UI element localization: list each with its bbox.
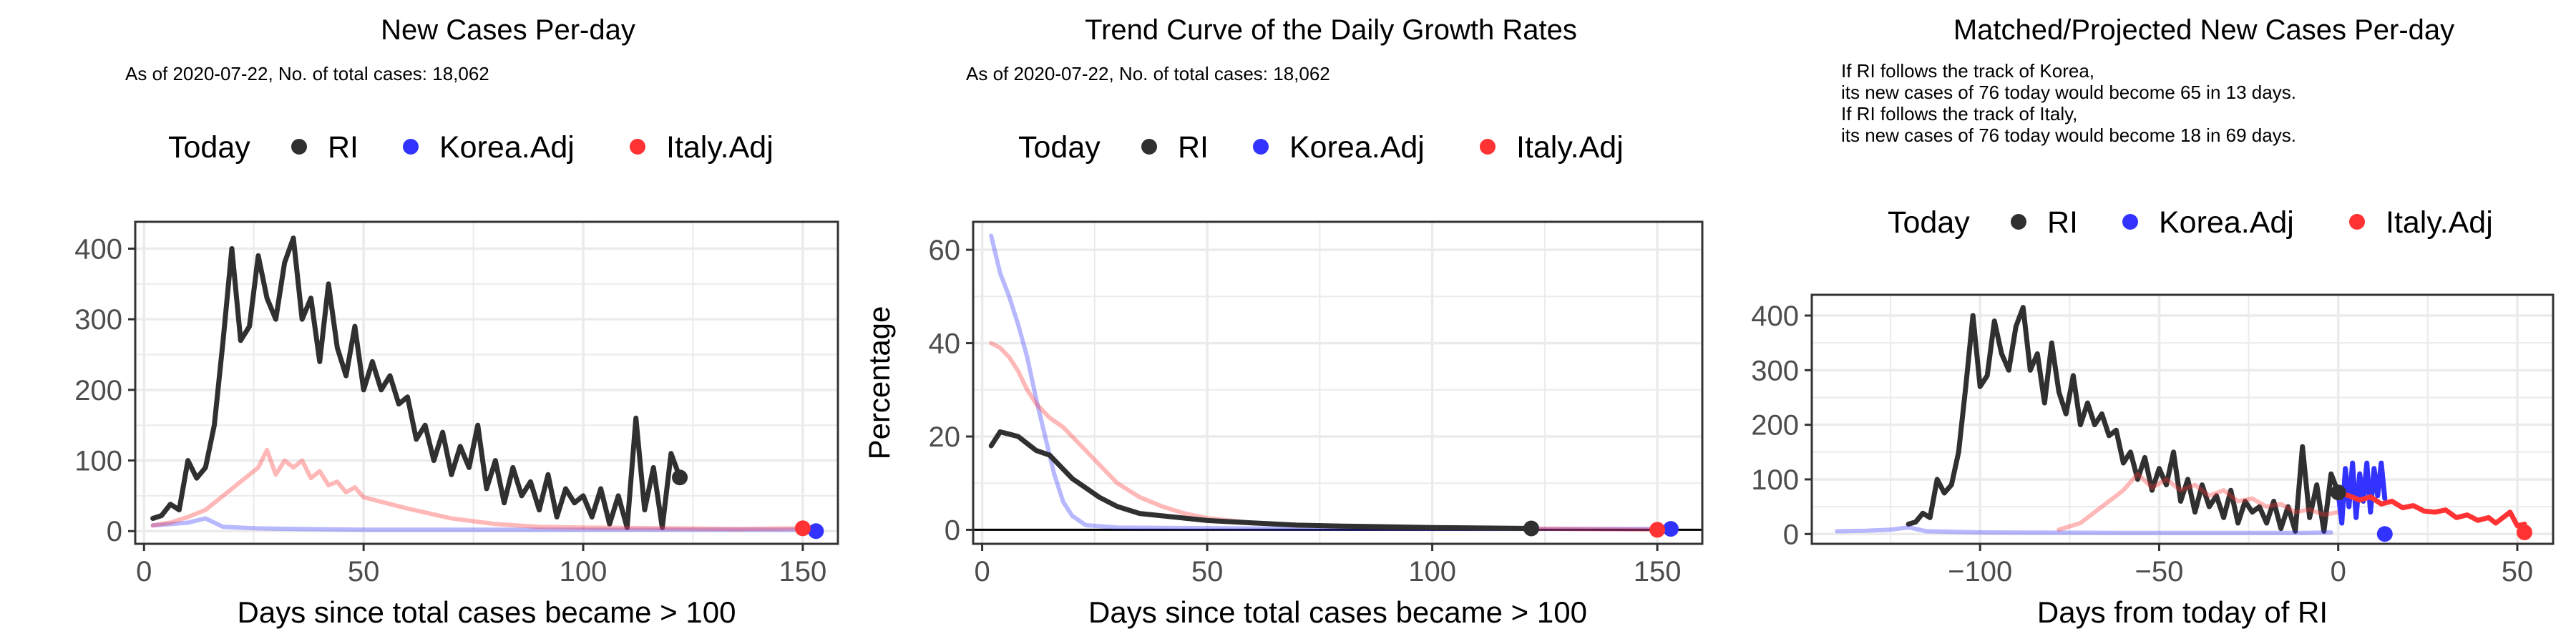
panel-2: Trend Curve of the Daily Growth Rates As … bbox=[862, 14, 1704, 629]
legend-dot-italy-adj bbox=[2349, 214, 2365, 230]
legend-label-ri: RI bbox=[2047, 205, 2078, 240]
series-line-korea-projected bbox=[2336, 460, 2388, 526]
plot-frame bbox=[134, 220, 839, 545]
y-tick-label: 0 bbox=[1783, 519, 1799, 550]
series-line-italy-adj bbox=[150, 447, 805, 532]
legend-dot-korea-adj bbox=[2122, 214, 2138, 230]
axis-ticks: 0 50 100 150 0 20 40 60 bbox=[929, 235, 1682, 587]
legend-dot-italy-adj bbox=[630, 139, 645, 155]
legend: Today RI Korea.Adj Italy.Adj bbox=[1888, 205, 2493, 240]
chart-subtitle: If RI follows the track of Italy, bbox=[1841, 103, 2077, 125]
legend-label-korea-adj: Korea.Adj bbox=[1289, 130, 1425, 165]
y-tick-label: 300 bbox=[1751, 355, 1799, 386]
today-point-korea-adj bbox=[1662, 521, 1679, 537]
series-line-ri bbox=[150, 235, 683, 530]
chart-subtitle: If RI follows the track of Korea, bbox=[1841, 60, 2094, 82]
series-line-korea-adj bbox=[1835, 525, 2333, 535]
today-point-italy-adj bbox=[1649, 522, 1666, 538]
panel-3: Matched/Projected New Cases Per-day If RI… bbox=[1751, 14, 2555, 629]
legend-dot-ri bbox=[2011, 214, 2026, 230]
legend-dot-ri bbox=[1141, 139, 1157, 155]
y-tick-label: 100 bbox=[74, 446, 122, 477]
today-point-italy-adj bbox=[2516, 524, 2532, 540]
grid bbox=[973, 222, 1702, 544]
chart-subtitle: As of 2020-07-22, No. of total cases: 18… bbox=[966, 63, 1330, 84]
x-tick-label: 150 bbox=[779, 556, 827, 587]
x-tick-label: 50 bbox=[348, 556, 380, 587]
x-tick-label: 0 bbox=[974, 556, 990, 587]
legend-label-korea-adj: Korea.Adj bbox=[439, 130, 575, 165]
legend-label-korea-adj: Korea.Adj bbox=[2159, 205, 2294, 240]
today-point-italy-adj bbox=[794, 520, 811, 537]
today-point-ri bbox=[1523, 520, 1539, 537]
legend: Today RI Korea.Adj Italy.Adj bbox=[168, 130, 774, 165]
legend-label-italy-adj: Italy.Adj bbox=[2386, 205, 2493, 240]
y-tick-label: 0 bbox=[945, 514, 960, 546]
axis-ticks: 0 50 100 150 0 100 200 300 400 bbox=[74, 234, 826, 588]
series bbox=[988, 233, 1673, 532]
x-tick-label: 150 bbox=[1634, 556, 1682, 587]
today-point-korea-adj bbox=[808, 523, 824, 540]
legend-dot-italy-adj bbox=[1480, 139, 1496, 155]
legend-title: Today bbox=[168, 130, 250, 165]
legend-dot-ri bbox=[291, 139, 307, 155]
grid bbox=[1812, 295, 2553, 544]
legend-label-italy-adj: Italy.Adj bbox=[1516, 130, 1624, 165]
axis-ticks: −100 −50 0 50 0 100 200 300 400 bbox=[1751, 301, 2533, 587]
panel-1: New Cases Per-day As of 2020-07-22, No. o… bbox=[74, 14, 839, 629]
legend-title: Today bbox=[1888, 205, 1970, 240]
legend-dot-korea-adj bbox=[403, 139, 419, 155]
plot-frame bbox=[972, 220, 1704, 545]
chart-title: Trend Curve of the Daily Growth Rates bbox=[1085, 14, 1577, 46]
series-line-italy-adj bbox=[2057, 472, 2341, 532]
y-axis-label: Percentage bbox=[862, 306, 896, 460]
y-tick-label: 400 bbox=[74, 234, 122, 265]
y-tick-label: 0 bbox=[107, 516, 122, 547]
series-line-italy-projected bbox=[2336, 489, 2527, 529]
x-axis-label: Days since total cases became > 100 bbox=[238, 595, 736, 629]
chart-title: New Cases Per-day bbox=[381, 14, 635, 46]
y-tick-label: 300 bbox=[74, 304, 122, 336]
x-tick-label: −50 bbox=[2135, 556, 2184, 587]
series bbox=[150, 235, 819, 532]
legend-label-italy-adj: Italy.Adj bbox=[666, 130, 774, 165]
legend-title: Today bbox=[1018, 130, 1101, 165]
y-tick-label: 200 bbox=[1751, 410, 1799, 441]
x-tick-label: 100 bbox=[1408, 556, 1456, 587]
x-axis-label: Days since total cases became > 100 bbox=[1088, 595, 1587, 629]
y-tick-label: 40 bbox=[929, 328, 961, 360]
series-line-ri bbox=[988, 429, 1534, 531]
x-tick-label: 50 bbox=[2502, 556, 2534, 587]
chart-subtitle: its new cases of 76 today would become 1… bbox=[1841, 125, 2296, 146]
legend: Today RI Korea.Adj Italy.Adj bbox=[1018, 130, 1624, 165]
y-tick-label: 20 bbox=[929, 421, 961, 453]
x-tick-label: −100 bbox=[1948, 556, 2012, 587]
x-tick-label: 50 bbox=[1191, 556, 1224, 587]
y-tick-label: 60 bbox=[929, 235, 961, 266]
series-line-ri bbox=[1906, 305, 2341, 534]
y-tick-label: 400 bbox=[1751, 301, 1799, 332]
legend-label-ri: RI bbox=[328, 130, 358, 165]
plot-frame bbox=[1810, 293, 2555, 545]
x-tick-label: 0 bbox=[2331, 556, 2346, 587]
series bbox=[1835, 305, 2527, 535]
series-line-korea-adj bbox=[150, 516, 819, 532]
today-point-korea-adj bbox=[2376, 526, 2393, 542]
x-tick-label: 0 bbox=[136, 556, 152, 587]
chart-subtitle: its new cases of 76 today would become 6… bbox=[1841, 82, 2296, 103]
legend-label-ri: RI bbox=[1178, 130, 1209, 165]
legend-dot-korea-adj bbox=[1253, 139, 1269, 155]
x-tick-label: 100 bbox=[560, 556, 608, 587]
y-tick-label: 100 bbox=[1751, 464, 1799, 496]
today-point-ri bbox=[2330, 484, 2346, 501]
chart-title: Matched/Projected New Cases Per-day bbox=[1953, 14, 2454, 46]
today-point-ri bbox=[672, 469, 688, 486]
y-tick-label: 200 bbox=[74, 375, 122, 406]
series-line-korea-adj bbox=[989, 233, 1673, 532]
grid bbox=[135, 222, 838, 544]
chart-subtitle: As of 2020-07-22, No. of total cases: 18… bbox=[125, 63, 489, 84]
x-axis-label: Days from today of RI bbox=[2037, 595, 2328, 629]
